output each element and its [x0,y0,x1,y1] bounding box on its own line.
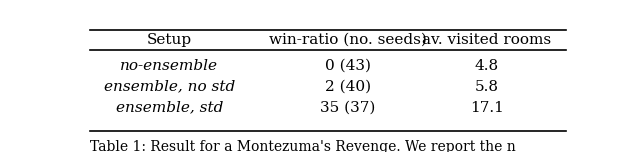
Text: 17.1: 17.1 [470,101,504,115]
Text: ensemble, std: ensemble, std [116,101,223,115]
Text: 4.8: 4.8 [475,59,499,73]
Text: 5.8: 5.8 [475,80,499,94]
Text: 2 (40): 2 (40) [324,80,371,94]
Text: Table 1: Result for a Montezuma's Revenge. We report the n: Table 1: Result for a Montezuma's Reveng… [90,140,516,152]
Text: 0 (43): 0 (43) [325,59,371,73]
Text: no-ensemble: no-ensemble [120,59,218,73]
Text: win-ratio (no. seeds): win-ratio (no. seeds) [269,33,427,47]
Text: 35 (37): 35 (37) [320,101,376,115]
Text: av. visited rooms: av. visited rooms [422,33,551,47]
Text: ensemble, no std: ensemble, no std [104,80,235,94]
Text: Setup: Setup [147,33,192,47]
